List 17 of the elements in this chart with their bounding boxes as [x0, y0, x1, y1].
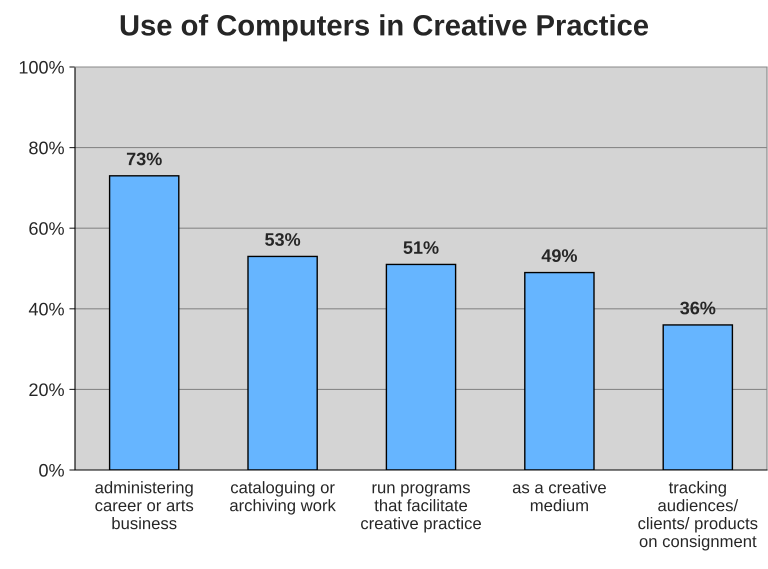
- chart-title: Use of Computers in Creative Practice: [120, 14, 648, 42]
- x-tick-label: cataloguing or archiving work: [230, 481, 336, 515]
- y-tick-label: 100%: [20, 60, 64, 74]
- y-tick-label: 60%: [29, 222, 64, 235]
- data-label: 49%: [542, 249, 577, 262]
- data-label: 73%: [126, 152, 162, 166]
- data-label: 53%: [265, 233, 300, 246]
- x-tick-label: tracking audiences/ clients/ products on consignment: [638, 481, 758, 551]
- y-tick-label: 40%: [28, 302, 64, 316]
- x-tick-label: administering career or arts business: [95, 481, 194, 530]
- y-tick-label: 0%: [39, 464, 64, 477]
- data-label: 51%: [403, 241, 439, 254]
- x-tick-label: run programs that facilitate creative practice: [361, 484, 481, 533]
- data-label: 36%: [680, 302, 716, 314]
- y-tick-label: 20%: [29, 383, 64, 396]
- y-tick-label: 80%: [29, 142, 64, 154]
- x-tick-label: as a creative medium: [512, 481, 606, 512]
